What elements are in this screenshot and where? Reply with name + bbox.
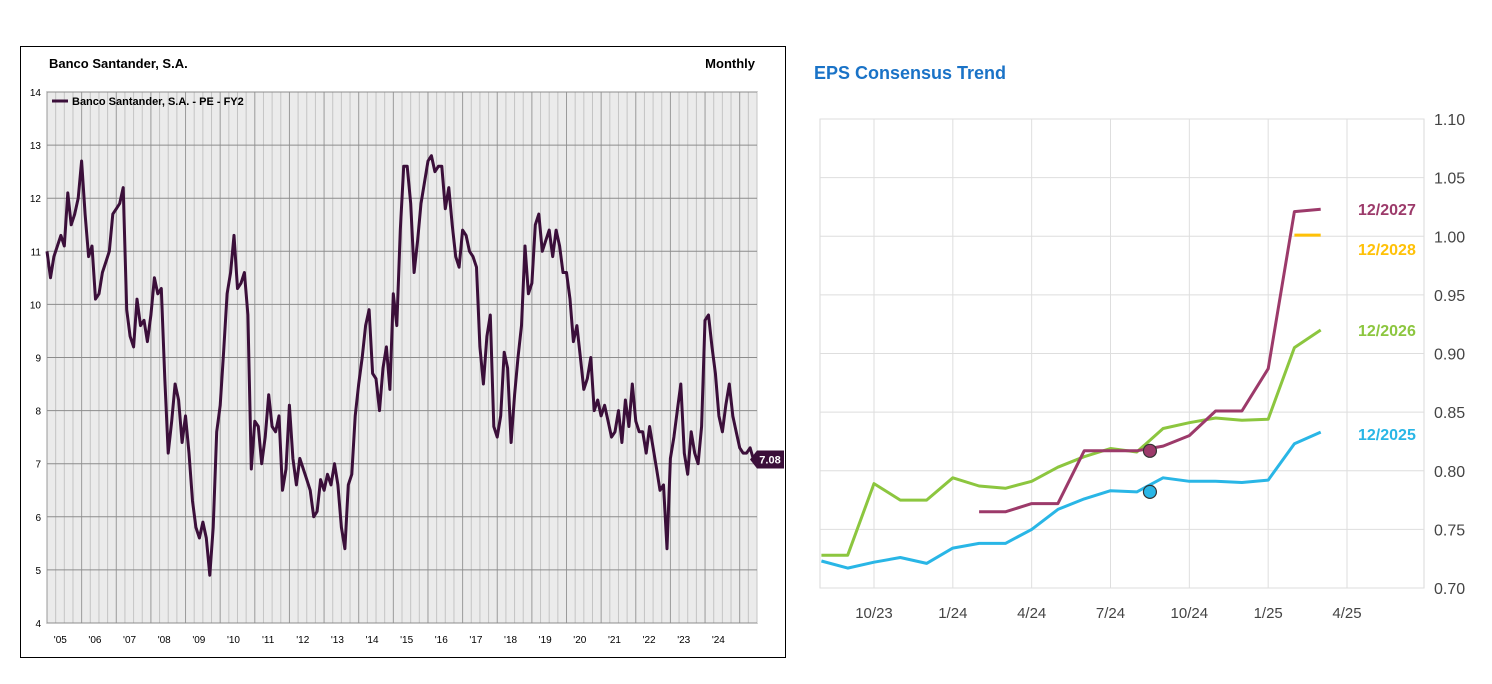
right-chart-title: EPS Consensus Trend	[814, 63, 1007, 83]
left-xtick-label: '09	[192, 635, 205, 646]
right-series-label: 12/2028	[1358, 242, 1416, 259]
left-xtick-label: '10	[227, 635, 240, 646]
left-xtick-label: '23	[677, 635, 690, 646]
right-xtick-label: 1/24	[938, 605, 967, 622]
right-xtick-label: 10/23	[855, 605, 893, 622]
left-chart-frequency: Monthly	[705, 56, 755, 71]
left-xtick-label: '16	[435, 635, 448, 646]
left-xtick-label: '15	[400, 635, 413, 646]
left-xtick-label: '22	[643, 635, 656, 646]
left-xtick-label: '21	[608, 635, 621, 646]
left-ytick-label: 10	[30, 300, 42, 311]
left-ytick-label: 8	[35, 407, 41, 418]
left-ytick-label: 11	[31, 247, 42, 258]
right-series-label: 12/2027	[1358, 202, 1416, 219]
right-series-label: 12/2025	[1358, 427, 1416, 444]
right-series-line	[821, 430, 1322, 570]
left-last-value-label: 7.08	[759, 454, 780, 466]
left-pe-series-line	[45, 154, 755, 577]
left-xtick-label: '19	[539, 635, 552, 646]
right-ytick-label: 0.95	[1434, 288, 1465, 305]
left-ytick-label: 13	[30, 141, 42, 152]
right-xtick-label: 10/24	[1171, 605, 1209, 622]
left-ytick-label: 6	[35, 513, 41, 524]
right-ytick-label: 1.05	[1434, 171, 1465, 188]
left-legend-label: Banco Santander, S.A. - PE - FY2	[72, 96, 244, 108]
right-ytick-label: 0.75	[1434, 522, 1465, 539]
left-xtick-label: '13	[331, 635, 344, 646]
left-ytick-label: 4	[35, 619, 41, 630]
left-ytick-label: 7	[35, 460, 41, 471]
right-series-label: 12/2026	[1358, 323, 1416, 340]
left-xtick-label: '05	[54, 635, 67, 646]
left-xtick-label: '24	[712, 635, 725, 646]
right-xtick-label: 4/25	[1332, 605, 1361, 622]
left-xtick-label: '07	[123, 635, 136, 646]
left-ytick-label: 14	[30, 88, 42, 99]
right-xtick-label: 7/24	[1096, 605, 1125, 622]
left-xtick-label: '14	[366, 635, 379, 646]
left-xtick-label: '06	[88, 635, 101, 646]
left-xtick-label: '18	[504, 635, 517, 646]
right-ytick-label: 1.00	[1434, 229, 1465, 246]
left-xtick-label: '08	[158, 635, 171, 646]
left-ytick-label: 5	[35, 566, 41, 577]
left-xtick-label: '11	[262, 635, 275, 646]
left-last-value-tag	[750, 450, 784, 469]
right-series-line	[821, 328, 1322, 557]
right-xtick-label: 4/24	[1017, 605, 1046, 622]
right-xtick-label: 1/25	[1254, 605, 1283, 622]
right-ytick-label: 0.70	[1434, 581, 1465, 598]
right-marker-12-2025	[1142, 484, 1158, 499]
right-ytick-label: 0.85	[1434, 405, 1465, 422]
left-chart: 4 5 6 7 8 9 10 11 12 13 14 '05 '06 '07 '08 '09 '10 '11 '12…	[30, 88, 784, 646]
right-ytick-label: 1.10	[1434, 112, 1465, 129]
left-ytick-label: 12	[30, 194, 42, 205]
right-marker-12-2027	[1142, 443, 1158, 458]
right-ytick-label: 0.80	[1434, 464, 1465, 481]
left-chart-title: Banco Santander, S.A.	[49, 56, 188, 71]
left-xtick-label: '17	[469, 635, 482, 646]
left-xtick-label: '12	[296, 635, 309, 646]
left-xtick-label: '20	[573, 635, 586, 646]
right-chart: 0.70 0.75 0.80 0.85 0.90 0.95 1.00 1.05 1.10 10/2…	[819, 112, 1465, 622]
left-ytick-label: 9	[35, 354, 41, 365]
right-ytick-label: 0.90	[1434, 347, 1465, 364]
